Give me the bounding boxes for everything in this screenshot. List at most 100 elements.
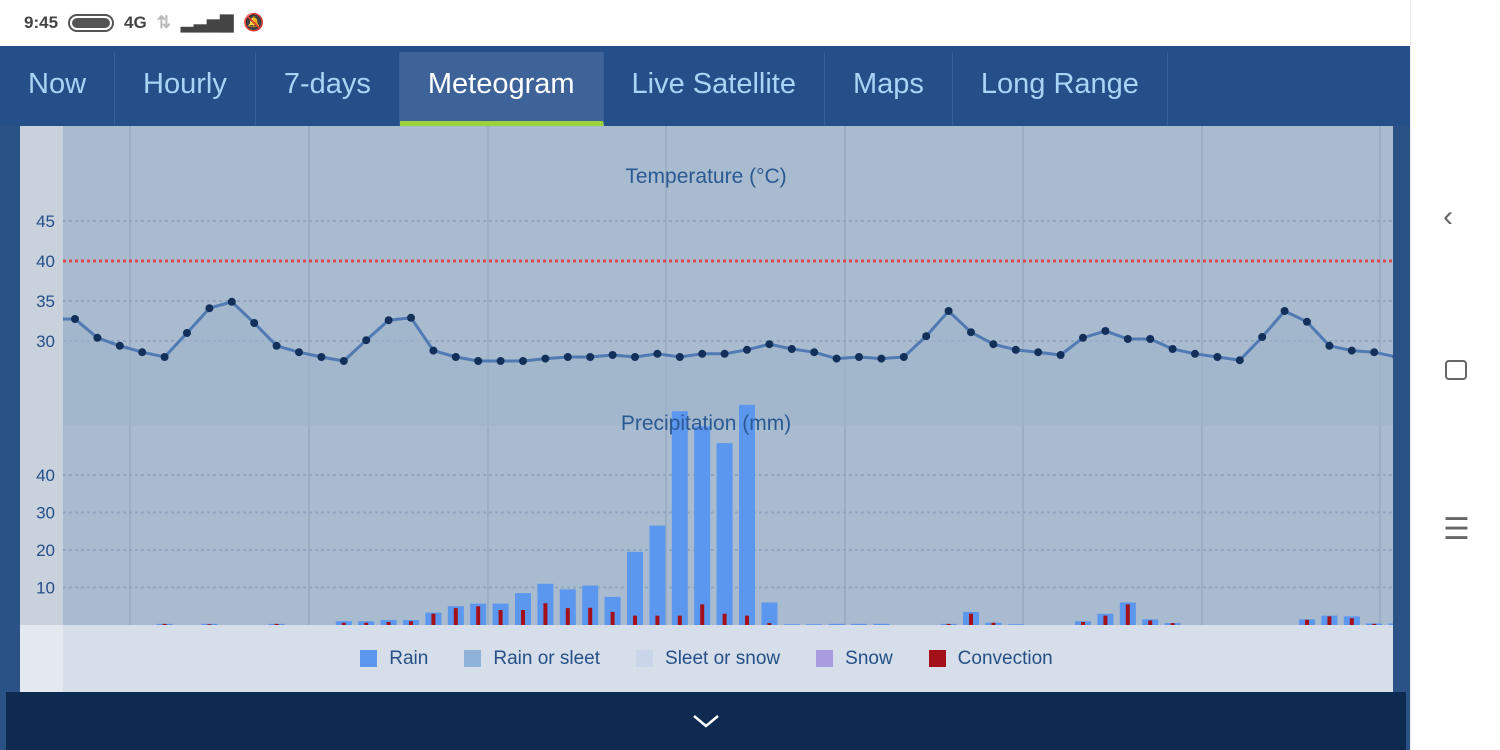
rain-bar — [851, 623, 867, 625]
convection-bar — [207, 624, 212, 625]
temperature-point — [339, 357, 348, 365]
precipitation-title: Precipitation (mm) — [621, 412, 791, 435]
axis-gutter — [20, 625, 63, 692]
temperature-point — [183, 329, 191, 337]
temperature-point — [720, 349, 729, 358]
convection-bar — [745, 615, 749, 625]
temperature-point — [474, 357, 483, 365]
rain-bar — [671, 411, 688, 625]
temperature-point — [429, 346, 438, 355]
tab-maps[interactable]: Maps — [825, 52, 953, 126]
convection-bar — [767, 623, 772, 625]
temperature-point — [250, 319, 259, 327]
convection-bar — [543, 603, 548, 625]
temperature-point — [227, 297, 236, 306]
temperature-point — [787, 345, 796, 353]
y-tick-label: 30 — [36, 504, 55, 523]
temperature-point — [608, 351, 617, 359]
convection-bar — [677, 615, 682, 625]
y-tick-label: 35 — [36, 292, 55, 311]
y-tick-label: 10 — [36, 579, 55, 598]
temperature-point — [541, 354, 550, 363]
temperature-point — [1168, 345, 1177, 353]
tab-live-satellite[interactable]: Live Satellite — [604, 52, 825, 126]
temperature-point — [384, 316, 393, 325]
temperature-point — [922, 332, 931, 341]
convection-bar — [1327, 616, 1332, 625]
temperature-point — [160, 353, 169, 361]
temperature-point — [899, 353, 908, 361]
tab-long-range[interactable]: Long Range — [953, 52, 1168, 126]
rain-bar — [739, 404, 755, 625]
chevron-down-icon — [693, 715, 719, 728]
battery-icon — [68, 14, 115, 32]
back-icon[interactable]: ‹ — [1443, 200, 1453, 233]
convection-bar — [655, 615, 660, 625]
legend-label: Rain — [389, 647, 429, 669]
temperature-point — [1325, 341, 1334, 350]
temperature-point — [93, 333, 102, 342]
temperature-point — [115, 341, 124, 350]
tab-meteogram[interactable]: Meteogram — [399, 52, 604, 126]
temperature-point — [855, 353, 863, 361]
temperature-point — [1101, 327, 1110, 335]
rain-bar — [559, 589, 576, 625]
legend-label: Sleet or snow — [665, 647, 781, 669]
expand-button[interactable] — [6, 692, 1406, 750]
legend-item[interactable]: Rain — [360, 648, 428, 670]
legend-item[interactable]: Rain or sleet — [464, 648, 600, 670]
tab-hourly[interactable]: Hourly — [115, 52, 256, 126]
temperature-point — [407, 313, 415, 322]
menu-icon[interactable]: ☰ — [1443, 513, 1470, 546]
temperature-point — [1280, 307, 1289, 315]
rain-bar — [694, 426, 711, 625]
convection-bar — [1125, 604, 1130, 625]
legend: Rain Rain or sleet Sleet or snow Snow Convec… — [20, 625, 1393, 692]
convection-bar — [1305, 619, 1309, 625]
legend-swatch — [464, 650, 482, 667]
temperature-point — [586, 353, 595, 361]
temperature-point — [205, 304, 214, 313]
legend-item[interactable]: Convection — [928, 647, 1053, 670]
legend-swatch — [928, 650, 946, 667]
temperature-point — [743, 345, 751, 354]
convection-bar — [498, 610, 503, 625]
temperature-point — [1347, 346, 1356, 355]
legend-label: Convection — [957, 647, 1053, 669]
tab-now[interactable]: Now — [0, 52, 116, 126]
convection-bar — [521, 610, 525, 625]
temperature-point — [631, 353, 639, 361]
convection-bar — [991, 622, 996, 625]
convection-bar — [1081, 622, 1085, 625]
convection-bar — [431, 613, 436, 625]
temperature-point — [1213, 353, 1222, 361]
temperature-point — [272, 341, 281, 350]
rain-bar — [828, 623, 845, 625]
convection-bar — [610, 611, 615, 625]
rain-bar — [604, 596, 621, 625]
temperature-title: Temperature (°C) — [625, 165, 786, 188]
temperature-point — [1235, 356, 1244, 365]
convection-bar — [1372, 623, 1377, 625]
temperature-point — [944, 307, 953, 315]
convection-bar — [162, 623, 167, 625]
meteogram-chart: 30 35 40 45 10 20 30 40 Temperature (°C) Precipit… — [20, 126, 1393, 692]
legend-item[interactable]: Sleet or snow — [636, 648, 780, 670]
convection-bar — [1148, 620, 1153, 625]
rain-bar — [761, 602, 778, 625]
tab-bar: Now Hourly 7-days Meteogram Live Satellite Ma… — [0, 46, 1410, 126]
convection-bar — [409, 621, 413, 625]
data-arrows-icon: ⇅ — [156, 13, 171, 32]
tab-7-days[interactable]: 7-days — [256, 52, 400, 126]
legend-label: Rain or sleet — [493, 647, 601, 669]
clock: 9:45 — [24, 13, 59, 32]
convection-bar — [1103, 615, 1108, 625]
rain-bar — [582, 585, 599, 625]
home-icon[interactable] — [1445, 360, 1467, 380]
temperature-point — [1146, 335, 1155, 343]
rain-bar — [1388, 623, 1393, 625]
temperature-point — [967, 328, 975, 337]
convection-bar — [341, 622, 346, 625]
convection-bar — [386, 622, 391, 625]
legend-item[interactable]: Snow — [816, 648, 893, 670]
